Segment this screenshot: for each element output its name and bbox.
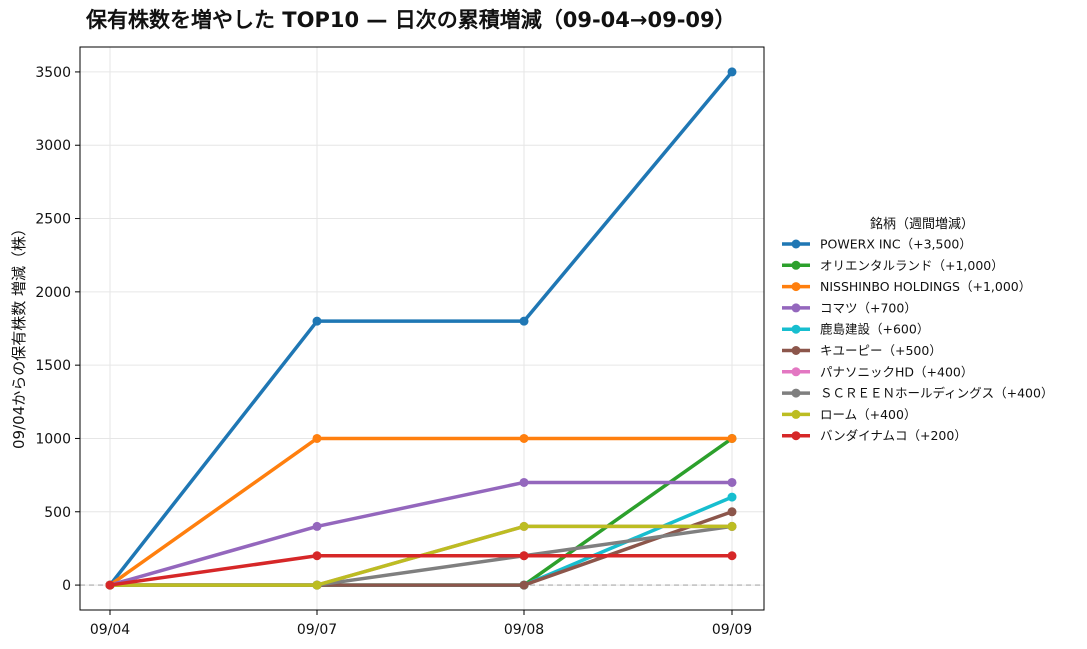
series-path <box>108 554 734 587</box>
legend-entry: ローム（+400） <box>782 407 916 422</box>
legend-label: ローム（+400） <box>820 407 916 422</box>
legend-swatch-marker <box>791 239 801 249</box>
y-tick-label: 1500 <box>35 358 71 374</box>
legend-swatch-marker <box>791 388 801 398</box>
x-tick-label: 09/04 <box>90 622 130 638</box>
legend-swatch-marker <box>791 260 801 270</box>
y-tick-label: 3000 <box>35 138 71 154</box>
legend-swatch-marker <box>791 409 801 419</box>
y-tick-label: 500 <box>44 505 71 521</box>
legend-swatch-marker <box>791 431 801 441</box>
data-point <box>727 433 737 443</box>
series-layer <box>105 67 737 590</box>
legend-title: 銘柄（週間増減） <box>870 216 974 232</box>
data-point <box>312 580 322 590</box>
legend-swatch-marker <box>791 367 801 377</box>
plot-area-frame <box>79 46 765 611</box>
legend-label: NISSHINBO HOLDINGS（+1,000） <box>820 279 1031 294</box>
series-path <box>108 480 734 587</box>
legend-label: バンダイナムコ（+200） <box>820 428 967 443</box>
legend-entry: バンダイナムコ（+200） <box>782 428 967 443</box>
data-point <box>519 521 529 531</box>
legend-label: オリエンタルランド（+1,000） <box>820 258 1004 273</box>
data-point <box>727 477 737 487</box>
legend-label: コマツ（+700） <box>820 300 917 315</box>
data-point <box>519 477 529 487</box>
data-point <box>727 551 737 561</box>
legend-label: パナソニックHD（+400） <box>820 364 973 379</box>
grid <box>80 47 764 610</box>
legend-entry: NISSHINBO HOLDINGS（+1,000） <box>782 279 1031 294</box>
data-point <box>312 316 322 326</box>
legend-entry: コマツ（+700） <box>782 300 917 315</box>
series-path <box>108 70 734 587</box>
x-tick-label: 09/09 <box>712 622 752 638</box>
legend-entry: 鹿島建設（+600） <box>782 322 929 337</box>
data-point <box>105 580 115 590</box>
series-path <box>108 436 734 587</box>
legend-label: キユーピー（+500） <box>820 343 942 358</box>
y-tick-label: 0 <box>62 578 71 594</box>
legend-entry: パナソニックHD（+400） <box>782 364 973 379</box>
legend-swatch-marker <box>791 346 801 355</box>
legend-entry: キユーピー（+500） <box>782 343 942 358</box>
chart-title: 保有株数を増やした TOP10 — 日次の累積増減（09-04→09-09） <box>85 8 736 32</box>
legend-label: POWERX INC（+3,500） <box>820 237 972 252</box>
legend-label: ＳＣＲＥＥＮホールディングス（+400） <box>820 386 1053 401</box>
legend: 銘柄（週間増減） POWERX INC（+3,500） オリエンタルランド（+1,… <box>782 216 1053 443</box>
data-point <box>727 492 737 502</box>
data-point <box>519 316 529 326</box>
legend-swatch-marker <box>791 282 801 292</box>
data-point <box>519 580 529 590</box>
y-tick-label: 2000 <box>35 285 71 301</box>
y-tick-label: 1000 <box>35 431 71 447</box>
data-point <box>519 433 529 443</box>
data-point <box>727 507 737 517</box>
data-point <box>312 551 322 561</box>
series-line <box>105 492 737 590</box>
x-tick-label: 09/07 <box>297 622 337 638</box>
legend-label: 鹿島建設（+600） <box>820 322 929 337</box>
data-point <box>312 521 322 531</box>
legend-entry: ＳＣＲＥＥＮホールディングス（+400） <box>782 386 1053 401</box>
data-point <box>727 521 737 531</box>
y-tick-label: 3500 <box>35 65 71 81</box>
y-tick-label: 2500 <box>35 212 71 228</box>
series-line <box>105 67 737 590</box>
data-point <box>519 551 529 561</box>
legend-entry: POWERX INC（+3,500） <box>782 237 972 252</box>
legend-entry: オリエンタルランド（+1,000） <box>782 258 1004 273</box>
data-point <box>312 433 322 443</box>
legend-swatch-marker <box>791 303 801 313</box>
y-axis-label: 09/04からの保有株数 増減（株） <box>10 221 28 449</box>
x-tick-label: 09/08 <box>504 622 544 638</box>
series-path <box>108 510 734 587</box>
series-line <box>105 551 737 590</box>
data-point <box>727 67 737 77</box>
axis-ticks: 0 500 1000 1500 2000 2500 3000 3500 09/04 09/07 09… <box>35 65 752 638</box>
legend-swatch-marker <box>791 324 801 334</box>
